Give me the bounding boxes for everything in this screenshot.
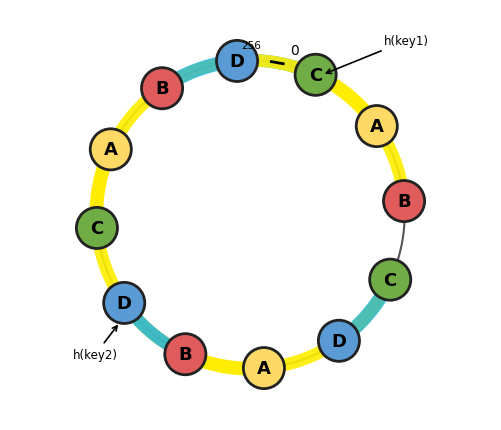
Text: D: D (332, 332, 346, 350)
Text: A: A (257, 359, 271, 377)
Text: 0: 0 (290, 44, 299, 58)
Circle shape (141, 68, 183, 110)
Text: A: A (370, 118, 384, 136)
Circle shape (295, 55, 336, 96)
Text: D: D (117, 294, 132, 312)
Circle shape (104, 283, 145, 324)
Text: h(key2): h(key2) (73, 326, 118, 361)
Circle shape (90, 129, 131, 171)
Circle shape (76, 208, 117, 249)
Text: 256: 256 (241, 40, 261, 51)
Text: C: C (90, 219, 104, 237)
Circle shape (216, 41, 258, 82)
Text: A: A (104, 141, 118, 159)
Text: B: B (178, 345, 192, 363)
Circle shape (318, 320, 360, 362)
Circle shape (370, 259, 411, 301)
Circle shape (384, 181, 425, 222)
Text: h(key1): h(key1) (326, 35, 429, 74)
Text: B: B (155, 80, 169, 98)
Text: C: C (309, 67, 322, 85)
Circle shape (356, 106, 397, 147)
Text: B: B (397, 193, 411, 211)
Circle shape (165, 334, 206, 375)
Circle shape (243, 348, 285, 389)
Text: D: D (229, 53, 244, 71)
Text: C: C (384, 271, 397, 289)
